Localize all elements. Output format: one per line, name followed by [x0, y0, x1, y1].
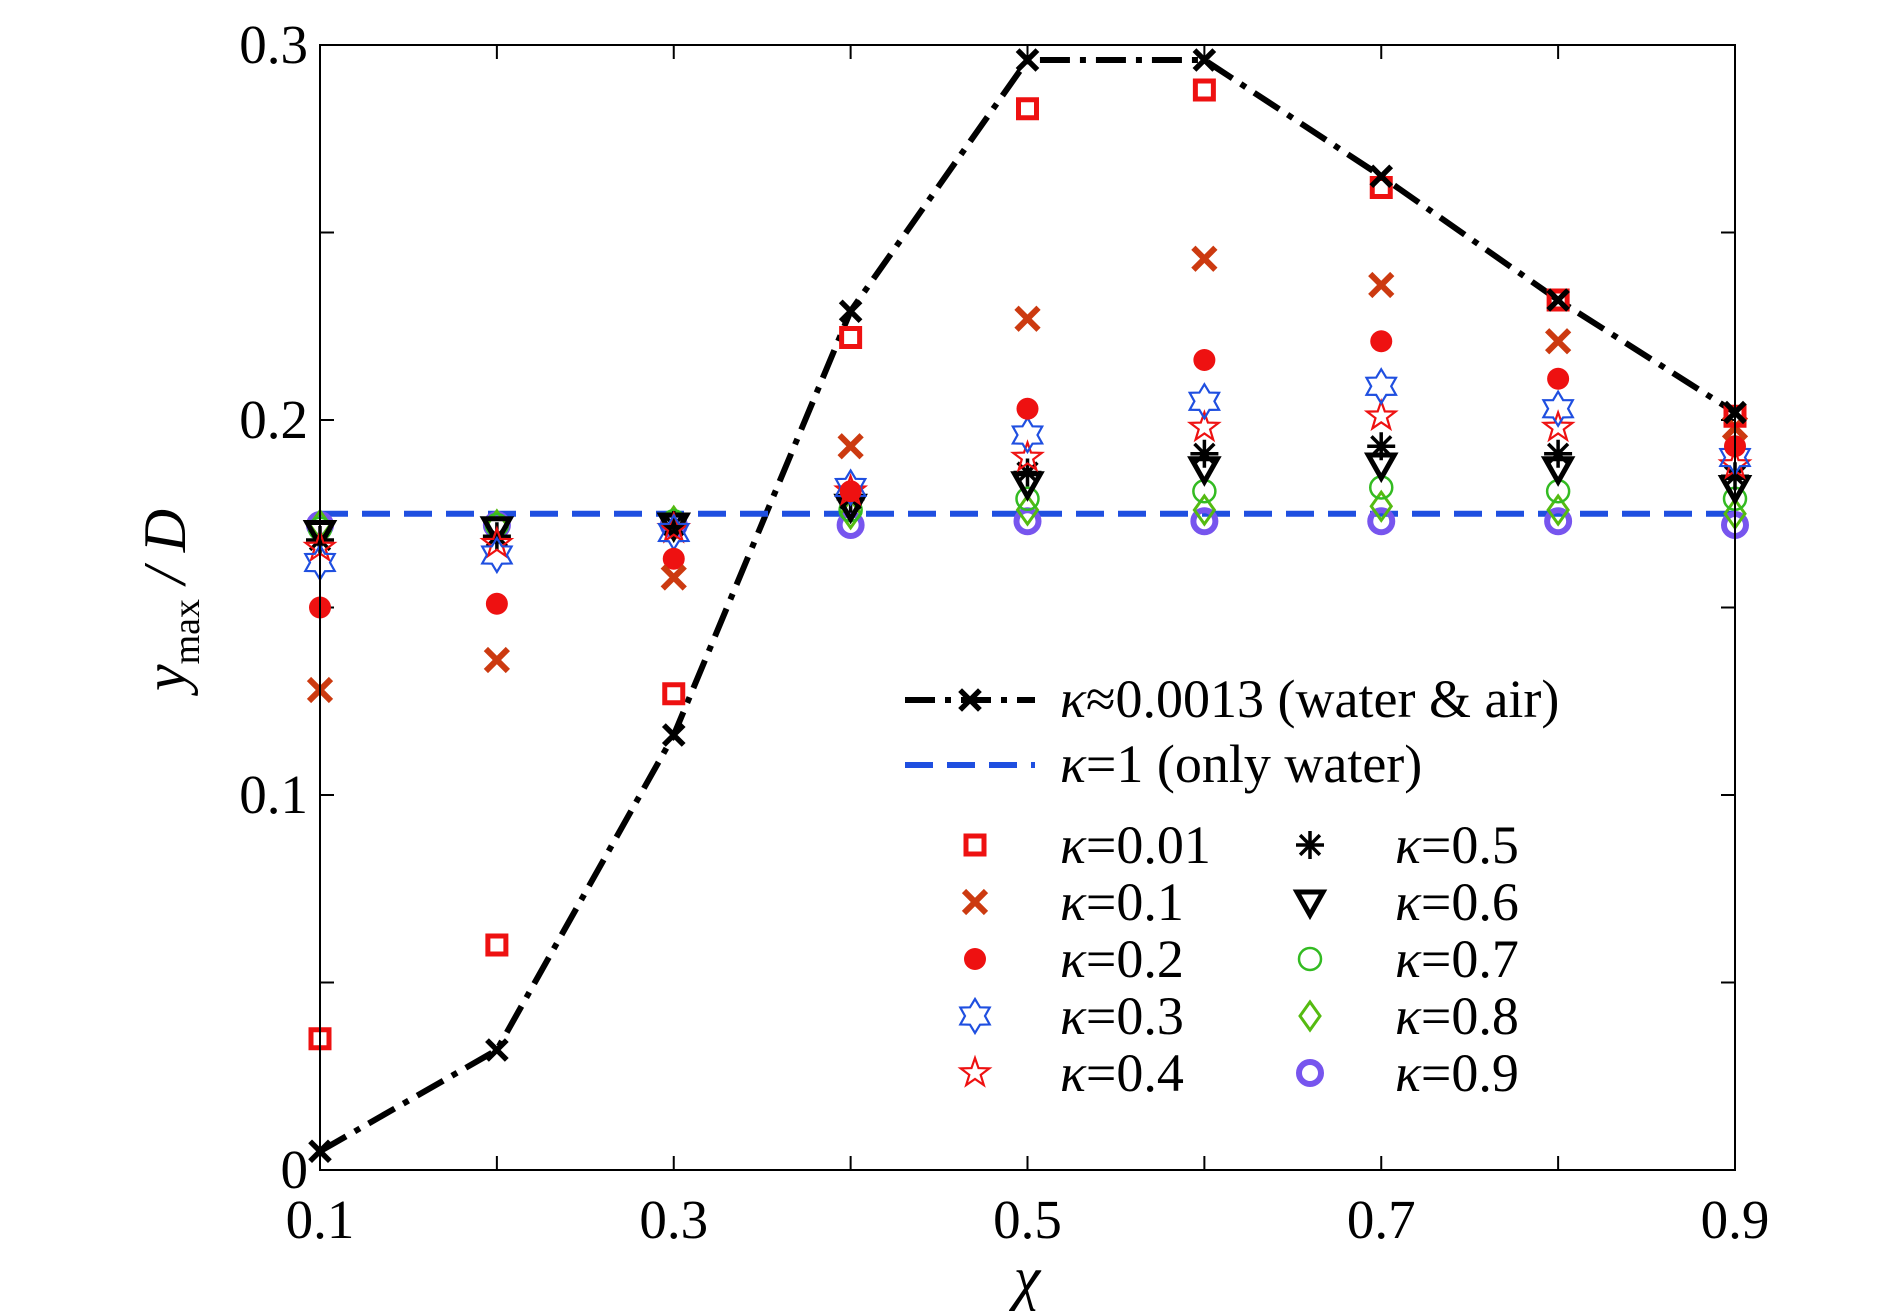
legend-label-7: κ=0.5	[1395, 815, 1519, 875]
legend-label-10: κ=0.8	[1395, 986, 1519, 1046]
data-point-3-5	[1191, 245, 1218, 272]
data-point-5-6	[1364, 367, 1398, 406]
data-point-4-5	[1193, 349, 1216, 371]
data-point-6-1	[479, 525, 515, 559]
data-point-3-4	[1014, 305, 1041, 332]
data-point-6-4	[1010, 439, 1045, 473]
legend-marker-10	[1298, 999, 1322, 1033]
y-tick-label: 0.3	[239, 14, 308, 75]
data-point-11-6	[1367, 507, 1396, 536]
data-point-5-4	[1010, 415, 1045, 455]
data-point-0-2	[661, 723, 686, 747]
plot-frame	[319, 44, 1736, 1171]
x-axis-title: χ	[1009, 1245, 1042, 1311]
y-axis-title-main: y	[132, 664, 198, 697]
data-point-2-1	[485, 933, 509, 957]
data-point-0-4	[1015, 48, 1040, 72]
x-tick-label: 0.5	[993, 1189, 1062, 1250]
data-point-7-7	[1544, 439, 1573, 468]
data-point-4-1	[485, 592, 508, 615]
data-point-7-6	[1367, 432, 1396, 461]
data-point-7-5	[1190, 439, 1219, 468]
data-point-4-4	[1016, 397, 1039, 420]
data-point-5-5	[1187, 382, 1221, 421]
legend-label-3: κ=0.1	[1060, 872, 1184, 932]
data-point-10-7	[1546, 493, 1570, 527]
data-point-2-3	[839, 326, 863, 349]
data-point-10-5	[1192, 493, 1217, 527]
legend-label-8: κ=0.6	[1395, 872, 1519, 932]
legend-label-0: κ≈0.0013 (water & air)	[1060, 669, 1559, 729]
data-point-4-6	[1370, 330, 1393, 353]
legend-marker-5	[958, 996, 992, 1036]
data-point-5-7	[1541, 389, 1575, 428]
data-point-0-1	[485, 1038, 509, 1062]
y-axis-title: ymax / D	[132, 509, 208, 697]
legend-label-6: κ=0.4	[1060, 1043, 1184, 1103]
legend-marker-3	[961, 888, 989, 916]
data-point-10-6	[1369, 489, 1394, 523]
legend-marker-11	[1296, 1059, 1324, 1087]
data-point-4-2	[662, 547, 685, 570]
x-tick-label: 0.1	[286, 1189, 355, 1250]
legend-marker-4	[964, 948, 986, 970]
data-point-2-2	[662, 682, 686, 706]
data-point-6-7	[1540, 409, 1576, 443]
axis-tick-labels: 0.1 0.3 0.5 0.7 0.900.10.20.3	[239, 14, 1769, 1250]
data-point-11-3	[836, 511, 865, 539]
data-point-3-1	[483, 646, 510, 674]
data-point-2-5	[1192, 78, 1216, 102]
legend-marker-6	[957, 1054, 993, 1088]
y-axis-title-rest: / D	[132, 509, 198, 599]
data-point-11-5	[1190, 507, 1219, 536]
data-point-0-6	[1369, 164, 1394, 189]
y-tick-label: 0.2	[239, 389, 308, 450]
legend-marker-2	[963, 833, 987, 857]
data-point-5-3	[834, 468, 868, 507]
data-point-6-6	[1363, 397, 1399, 432]
legend-marker-0	[958, 688, 982, 712]
x-tick-label: 0.7	[1347, 1189, 1416, 1250]
legend-label-9: κ=0.7	[1395, 929, 1519, 989]
data-point-9-4	[1015, 486, 1040, 511]
data-point-10-4	[1015, 493, 1040, 527]
data-point-2-7	[1546, 288, 1570, 312]
legend-label-11: κ=0.9	[1395, 1043, 1519, 1103]
legend-label-5: κ=0.3	[1060, 986, 1184, 1046]
data-point-4-7	[1547, 367, 1570, 390]
y-tick-label: 0	[281, 1139, 309, 1200]
data-point-0-7	[1546, 288, 1570, 312]
data-point-6-5	[1186, 409, 1222, 443]
legend-marker-8	[1292, 889, 1328, 921]
data-point-7-4	[1013, 458, 1042, 487]
data-point-7-2	[659, 511, 688, 539]
data-point-3-7	[1545, 328, 1572, 355]
legend-label-1: κ=1 (only water)	[1060, 734, 1422, 794]
y-tick-label: 0.1	[239, 764, 308, 825]
data-point-4-3	[839, 480, 862, 503]
x-tick-label: 0.3	[639, 1189, 708, 1250]
legend-marker-7	[1296, 831, 1324, 859]
legend-label-2: κ=0.01	[1060, 815, 1211, 875]
data-point-0-3	[838, 299, 863, 324]
y-axis-title-subscript: max	[166, 599, 208, 664]
data-point-0-5	[1192, 48, 1217, 72]
legend: κ≈0.0013 (water & air)κ=1 (only water) κ=…	[905, 669, 1559, 1103]
legend-marker-9	[1297, 946, 1323, 972]
data-point-11-7	[1544, 507, 1573, 536]
x-tick-label: 0.9	[1701, 1189, 1770, 1250]
legend-label-4: κ=0.2	[1060, 929, 1184, 989]
data-point-3-3	[837, 433, 864, 460]
data-point-5-1	[480, 535, 514, 575]
data-point-3-2	[660, 564, 687, 591]
data-point-3-6	[1368, 271, 1395, 299]
data-point-2-4	[1016, 97, 1039, 121]
